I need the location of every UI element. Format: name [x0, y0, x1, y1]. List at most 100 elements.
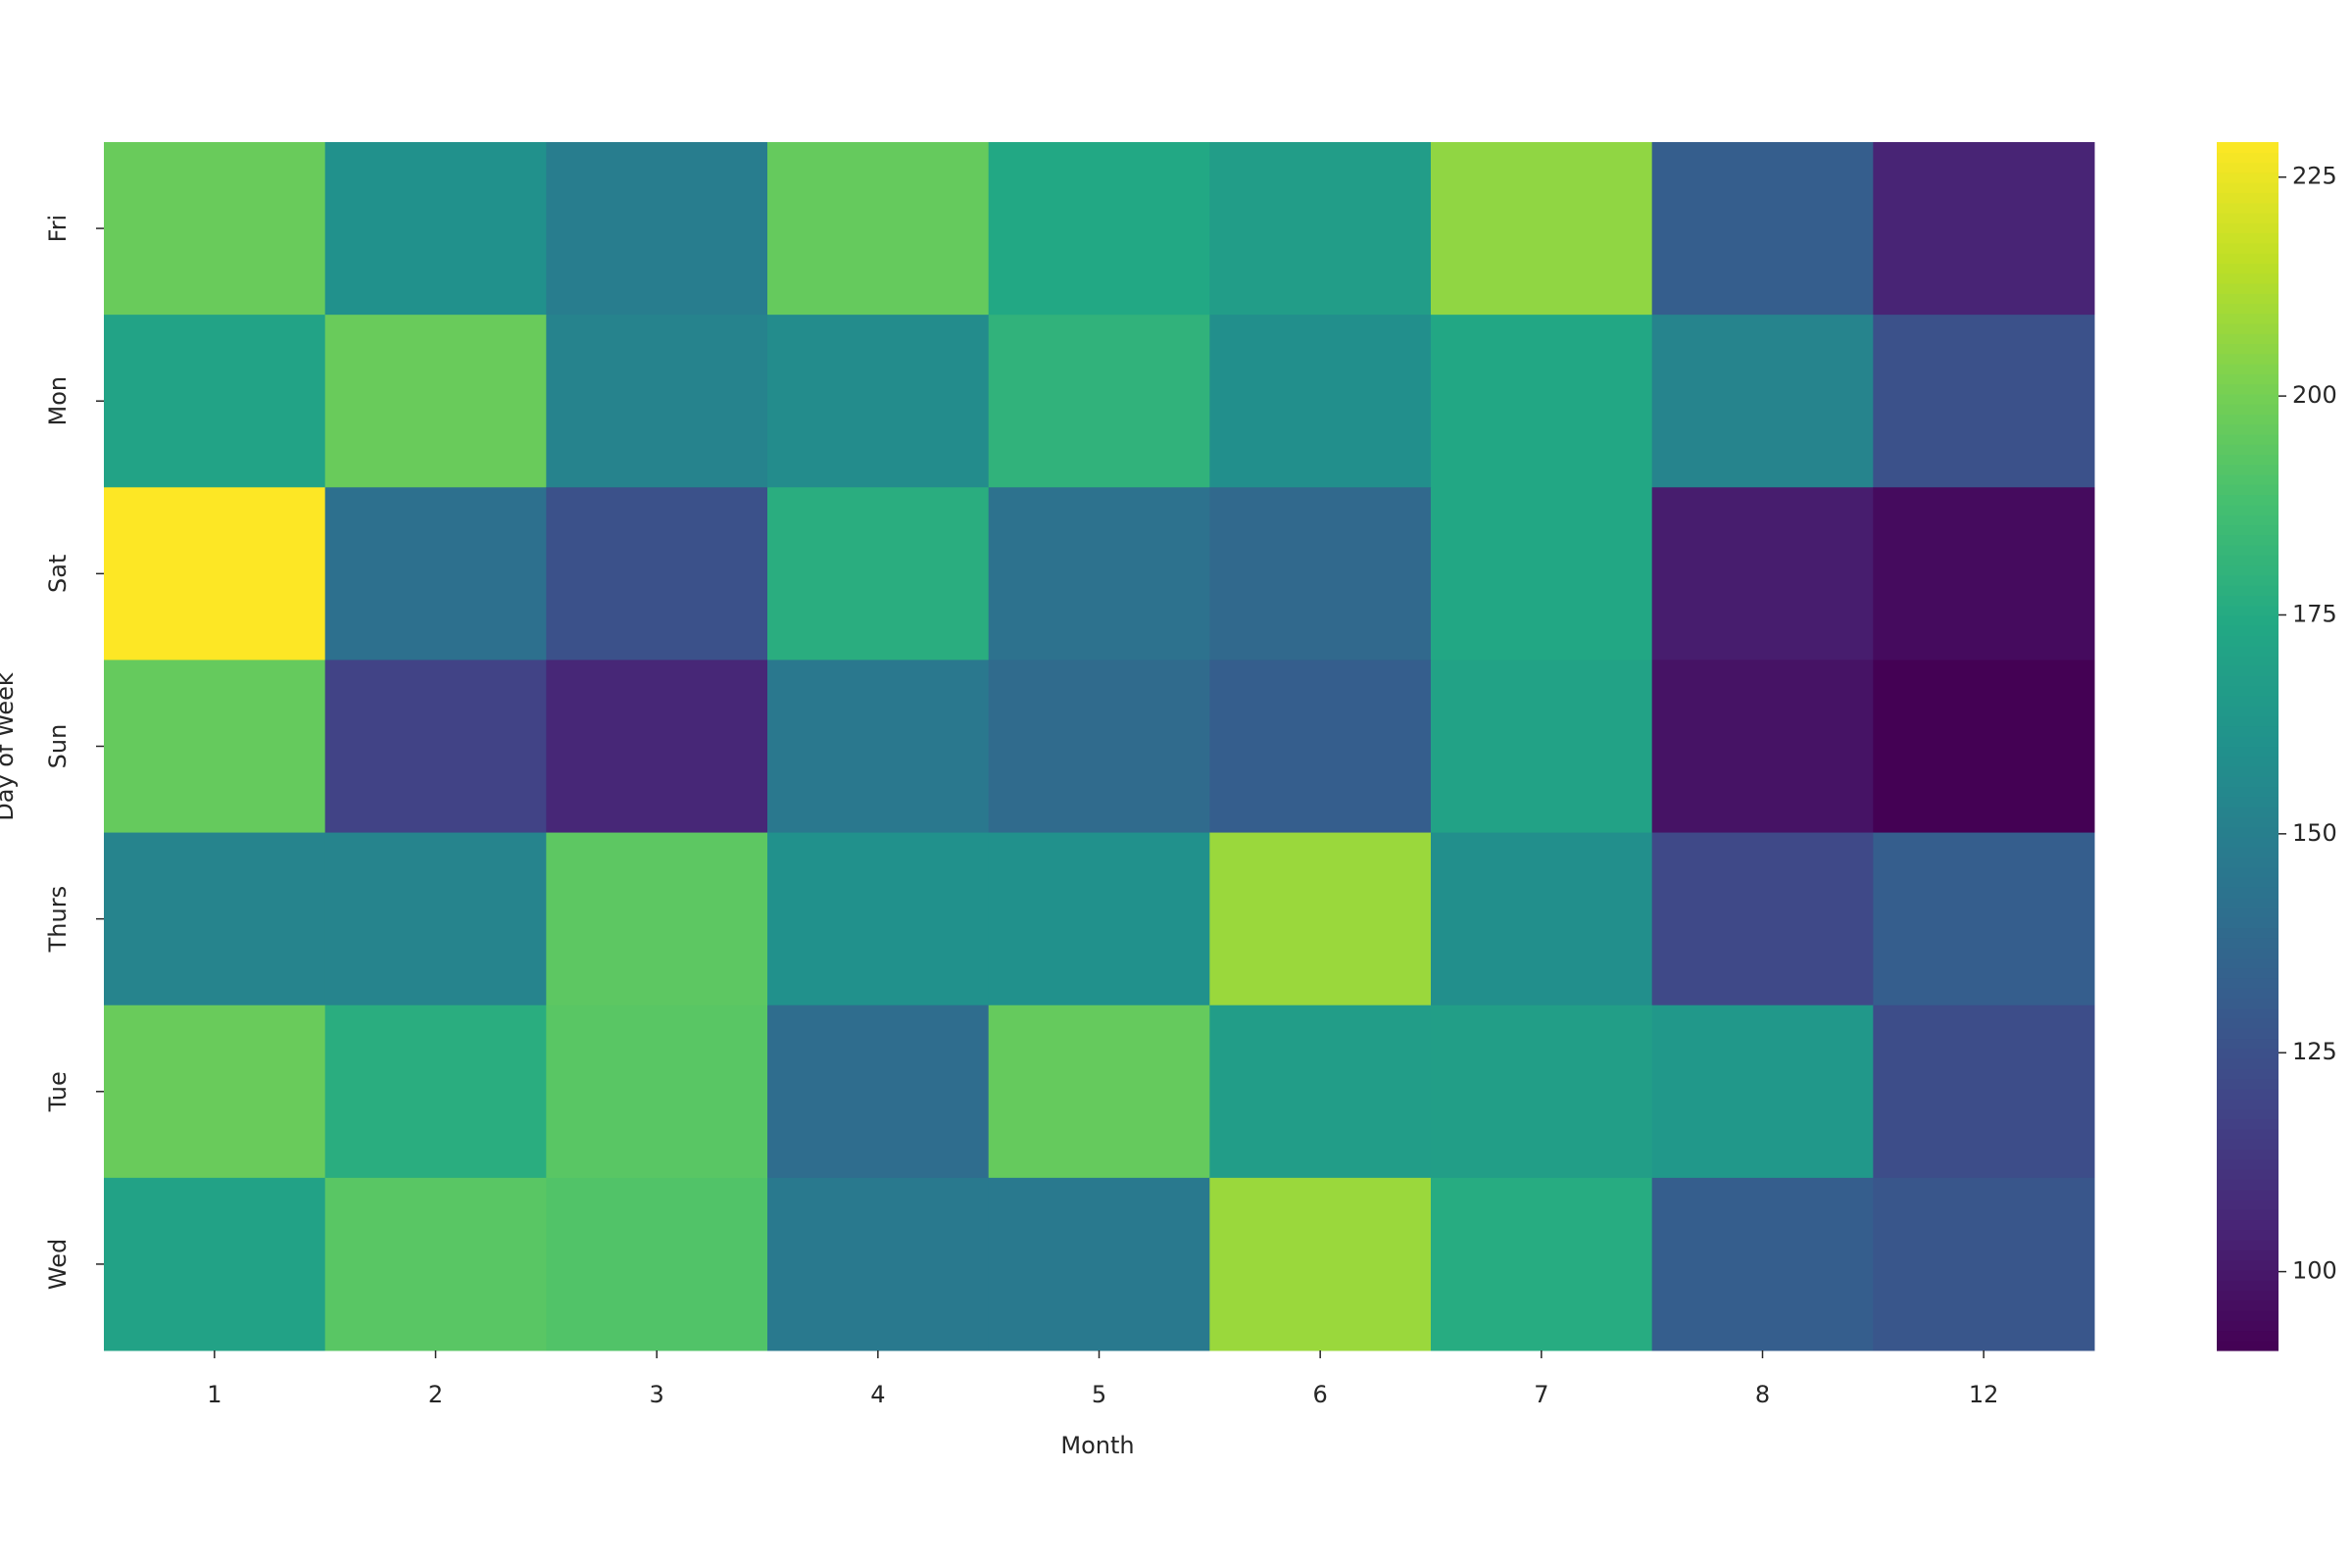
heat-cell: [767, 1177, 990, 1351]
heat-cell: [104, 832, 326, 1006]
heat-cell: [1209, 832, 1432, 1006]
heat-cell: [104, 142, 326, 316]
colorbar-segment: [2217, 1259, 2278, 1271]
heat-cell: [1873, 142, 2095, 316]
colorbar-segment: [2217, 313, 2278, 324]
colorbar-segment: [2217, 272, 2278, 284]
colorbar-segment: [2217, 1340, 2278, 1351]
colorbar-segment: [2217, 504, 2278, 515]
colorbar-segment: [2217, 1058, 2278, 1069]
colorbar-segment: [2217, 1128, 2278, 1140]
colorbar-segment: [2217, 182, 2278, 193]
colorbar-segment: [2217, 353, 2278, 365]
colorbar-segment: [2217, 877, 2278, 888]
heat-cell: [767, 142, 990, 316]
colorbar-tick-label: 225: [2292, 163, 2337, 190]
heat-cell: [1651, 142, 1874, 316]
colorbar-segment: [2217, 1189, 2278, 1200]
colorbar-segment: [2217, 1229, 2278, 1241]
colorbar-segment: [2217, 625, 2278, 637]
colorbar-segment: [2217, 1068, 2278, 1080]
colorbar-segment: [2217, 816, 2278, 828]
colorbar-segment: [2217, 1320, 2278, 1332]
colorbar-segment: [2217, 524, 2278, 536]
colorbar-segment: [2217, 242, 2278, 254]
heat-cell: [324, 1177, 547, 1351]
heat-cell: [1431, 660, 1653, 834]
colorbar-segment: [2217, 172, 2278, 183]
colorbar-segment: [2217, 1078, 2278, 1090]
colorbar-segment: [2217, 685, 2278, 697]
colorbar-tick-label: 200: [2292, 381, 2337, 409]
heat-cell: [1209, 315, 1432, 488]
heat-cell: [104, 315, 326, 488]
heat-cell: [1209, 142, 1432, 316]
heat-cell: [546, 660, 768, 834]
colorbar-segment: [2217, 192, 2278, 204]
colorbar-segment: [2217, 988, 2278, 999]
colorbar-segment: [2217, 484, 2278, 496]
heat-cell: [104, 1177, 326, 1351]
heat-cell: [767, 660, 990, 834]
y-tick-label: Mon: [44, 376, 72, 426]
colorbar-segment: [2217, 836, 2278, 848]
heat-cell: [546, 1004, 768, 1179]
heat-cell: [1651, 1177, 1874, 1351]
colorbar-segment: [2217, 1290, 2278, 1301]
x-tick-label: 2: [428, 1381, 443, 1408]
x-tick-label: 4: [870, 1381, 885, 1408]
heat-cell: [1209, 660, 1432, 834]
colorbar-segment: [2217, 212, 2278, 223]
heat-cell: [1431, 1177, 1653, 1351]
heat-cell: [1209, 487, 1432, 661]
colorbar-segment: [2217, 464, 2278, 475]
colorbar-segment: [2217, 1158, 2278, 1170]
heat-cell: [546, 315, 768, 488]
heat-cell: [767, 832, 990, 1006]
colorbar-segment: [2217, 1299, 2278, 1311]
colorbar-segment: [2217, 1309, 2278, 1321]
colorbar-segment: [2217, 736, 2278, 748]
colorbar-segment: [2217, 364, 2278, 374]
colorbar-segment: [2217, 605, 2278, 616]
colorbar-segment: [2217, 1280, 2278, 1291]
heat-cell: [1431, 1004, 1653, 1179]
colorbar-segment: [2217, 807, 2278, 818]
colorbar-segment: [2217, 1007, 2278, 1019]
heat-cell: [324, 142, 547, 316]
colorbar-segment: [2217, 906, 2278, 918]
colorbar-segment: [2217, 948, 2278, 958]
heat-cell: [324, 832, 547, 1006]
colorbar-segment: [2217, 696, 2278, 707]
colorbar-segment: [2217, 514, 2278, 526]
colorbar-segment: [2217, 1149, 2278, 1160]
colorbar-segment: [2217, 303, 2278, 315]
colorbar-segment: [2217, 887, 2278, 899]
colorbar-segment: [2217, 725, 2278, 737]
colorbar-segment: [2217, 253, 2278, 264]
y-tick-label: Wed: [44, 1239, 72, 1290]
colorbar-segment: [2217, 534, 2278, 546]
heat-cell: [988, 1004, 1210, 1179]
colorbar-segment: [2217, 1169, 2278, 1180]
heat-cell: [546, 487, 768, 661]
colorbar-segment: [2217, 142, 2278, 153]
heat-cell: [104, 660, 326, 834]
colorbar-segment: [2217, 343, 2278, 355]
colorbar-segment: [2217, 404, 2278, 416]
heat-cell: [988, 660, 1210, 834]
y-tick-label: Tue: [44, 1071, 72, 1112]
colorbar-segment: [2217, 656, 2278, 666]
colorbar-segment: [2217, 1239, 2278, 1250]
y-tick-label: Fri: [44, 215, 72, 243]
colorbar-segment: [2217, 555, 2278, 566]
heat-cell: [1431, 315, 1653, 488]
heat-cell: [546, 832, 768, 1006]
colorbar-segment: [2217, 977, 2278, 989]
colorbar-segment: [2217, 786, 2278, 798]
colorbar-segment: [2217, 1088, 2278, 1100]
heat-cell: [1873, 1004, 2095, 1179]
y-tick-label: Sun: [44, 724, 72, 769]
colorbar-segment: [2217, 574, 2278, 586]
colorbar-segment: [2217, 1269, 2278, 1281]
